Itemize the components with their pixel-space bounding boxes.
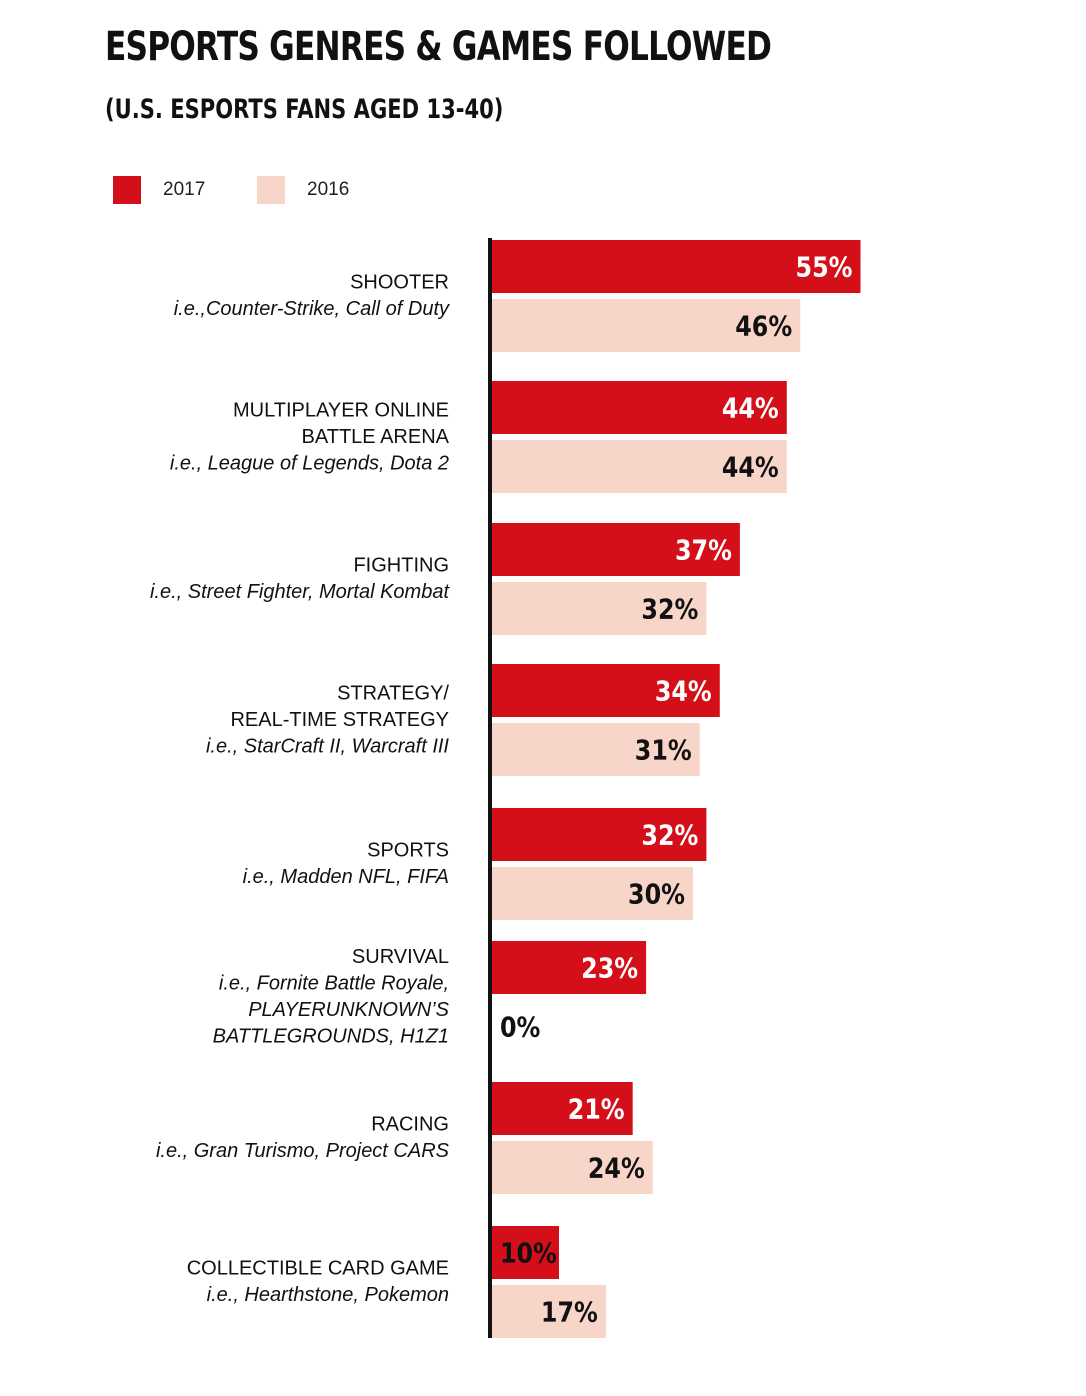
category-examples-7-1: i.e., Hearthstone, Pokemon (207, 1284, 449, 1306)
bar-2017-2 (492, 523, 740, 576)
category-examples-3-2: i.e., StarCraft II, Warcraft III (206, 735, 449, 757)
value-label-2017-5: 23% (581, 953, 638, 985)
bar-2016-1 (492, 440, 787, 493)
value-label-2017-3: 34% (655, 676, 712, 708)
bar-2017-1 (492, 381, 787, 434)
value-label-2016-1: 44% (722, 452, 779, 484)
bar-2016-0 (492, 299, 801, 352)
value-label-2016-3: 31% (635, 735, 692, 767)
legend-swatch-2016 (257, 176, 285, 204)
value-label-2016-5: 0% (500, 1012, 540, 1044)
category-label-6-0: RACING (371, 1114, 449, 1136)
bar-2017-0 (492, 240, 861, 293)
category-examples-5-3: BATTLEGROUNDS, H1Z1 (213, 1026, 449, 1048)
category-label-1-1: BATTLE ARENA (302, 426, 450, 448)
bar-2016-2 (492, 582, 707, 635)
category-label-0-0: SHOOTER (350, 272, 449, 294)
legend-swatch-2017 (113, 176, 141, 204)
value-label-2017-2: 37% (675, 535, 732, 567)
value-label-2016-7: 17% (541, 1297, 598, 1329)
chart-title: ESPORTS GENRES & GAMES FOLLOWED (105, 24, 772, 70)
bar-2017-6 (492, 1082, 633, 1135)
category-label-3-1: REAL-TIME STRATEGY (230, 709, 449, 731)
bar-2017-4 (492, 808, 707, 861)
category-examples-5-2: PLAYERUNKNOWN’S (248, 999, 449, 1021)
value-label-2017-6: 21% (568, 1094, 625, 1126)
legend-label-2016: 2016 (307, 179, 350, 200)
legend-item-2016: 2016 (257, 176, 349, 204)
bar-2016-4 (492, 867, 693, 920)
bar-2016-6 (492, 1141, 653, 1194)
category-examples-0-1: i.e.,Counter-Strike, Call of Duty (174, 298, 450, 320)
category-label-1-0: MULTIPLAYER ONLINE (233, 399, 449, 421)
bar-2016-7 (492, 1285, 606, 1338)
category-examples-1-2: i.e., League of Legends, Dota 2 (170, 452, 449, 474)
category-label-2-0: FIGHTING (353, 555, 449, 577)
value-label-2017-0: 55% (796, 252, 853, 284)
category-label-3-0: STRATEGY/ (337, 682, 449, 704)
value-label-2016-6: 24% (588, 1153, 645, 1185)
value-label-2017-7: 10% (500, 1238, 557, 1270)
category-label-5-0: SURVIVAL (352, 946, 449, 968)
bar-2016-3 (492, 723, 700, 776)
bar-2017-7 (492, 1226, 559, 1279)
category-examples-4-1: i.e., Madden NFL, FIFA (243, 866, 449, 888)
value-label-2017-4: 32% (641, 820, 698, 852)
category-examples-2-1: i.e., Street Fighter, Mortal Kombat (150, 581, 450, 603)
category-examples-5-1: i.e., Fornite Battle Royale, (219, 973, 449, 995)
value-label-2016-0: 46% (735, 311, 792, 343)
value-label-2017-1: 44% (722, 393, 779, 425)
bar-2017-3 (492, 664, 720, 717)
value-label-2016-2: 32% (641, 594, 698, 626)
category-examples-6-1: i.e., Gran Turismo, Project CARS (156, 1140, 450, 1162)
value-label-2016-4: 30% (628, 879, 685, 911)
legend-label-2017: 2017 (163, 179, 206, 200)
category-label-7-0: COLLECTIBLE CARD GAME (187, 1258, 449, 1280)
legend-item-2017: 2017 (113, 176, 205, 204)
bar-2017-5 (492, 941, 647, 994)
category-label-4-0: SPORTS (367, 840, 449, 862)
chart-subtitle: (U.S. ESPORTS FANS AGED 13-40) (105, 94, 504, 125)
